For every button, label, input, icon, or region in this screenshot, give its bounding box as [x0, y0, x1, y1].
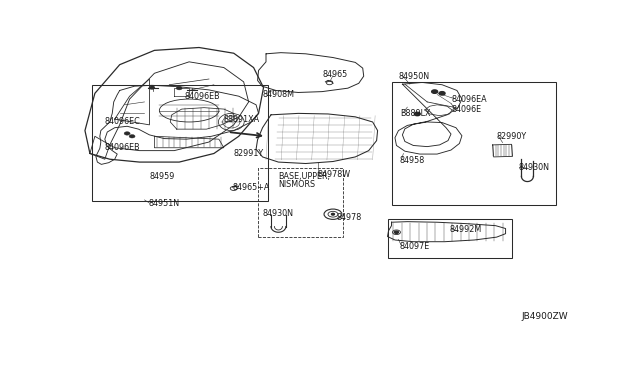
Circle shape: [431, 90, 438, 93]
Circle shape: [414, 112, 420, 116]
Text: 84965: 84965: [323, 70, 348, 79]
Bar: [257, 168, 343, 237]
Text: 84965+A: 84965+A: [233, 183, 270, 192]
Text: 84908M: 84908M: [262, 90, 294, 99]
Text: NISMORS: NISMORS: [278, 180, 316, 189]
Text: 82990Y: 82990Y: [497, 132, 527, 141]
Text: 84951N: 84951N: [148, 199, 180, 208]
Text: 82991Y: 82991Y: [234, 149, 264, 158]
Text: 84950N: 84950N: [399, 72, 429, 81]
Circle shape: [394, 231, 399, 233]
Text: B889LX: B889LX: [400, 109, 431, 118]
Circle shape: [176, 86, 182, 90]
Circle shape: [129, 135, 135, 138]
Text: 84978: 84978: [337, 214, 362, 222]
Text: 84097E: 84097E: [400, 242, 430, 251]
Text: 84930N: 84930N: [262, 209, 294, 218]
Bar: [92, 85, 269, 201]
Text: BASE,UPPER,: BASE,UPPER,: [278, 172, 330, 181]
Text: 84978W: 84978W: [317, 170, 350, 179]
Bar: [388, 219, 511, 258]
Text: 84958: 84958: [400, 156, 425, 165]
Bar: [392, 82, 556, 205]
Text: 84096E: 84096E: [452, 105, 482, 113]
Text: 84992M: 84992M: [449, 225, 482, 234]
Text: 84096EA: 84096EA: [452, 94, 488, 103]
Circle shape: [124, 132, 130, 135]
Text: 84096EB: 84096EB: [184, 92, 220, 101]
Text: 88891XA: 88891XA: [224, 115, 260, 124]
Circle shape: [332, 214, 335, 215]
Circle shape: [149, 86, 155, 89]
Circle shape: [439, 92, 445, 95]
Text: 84930N: 84930N: [519, 163, 550, 172]
Text: JB4900ZW: JB4900ZW: [522, 312, 568, 321]
Text: 84959: 84959: [149, 172, 175, 181]
Text: 84096EB: 84096EB: [105, 143, 140, 152]
Text: 84096EC: 84096EC: [105, 118, 141, 126]
